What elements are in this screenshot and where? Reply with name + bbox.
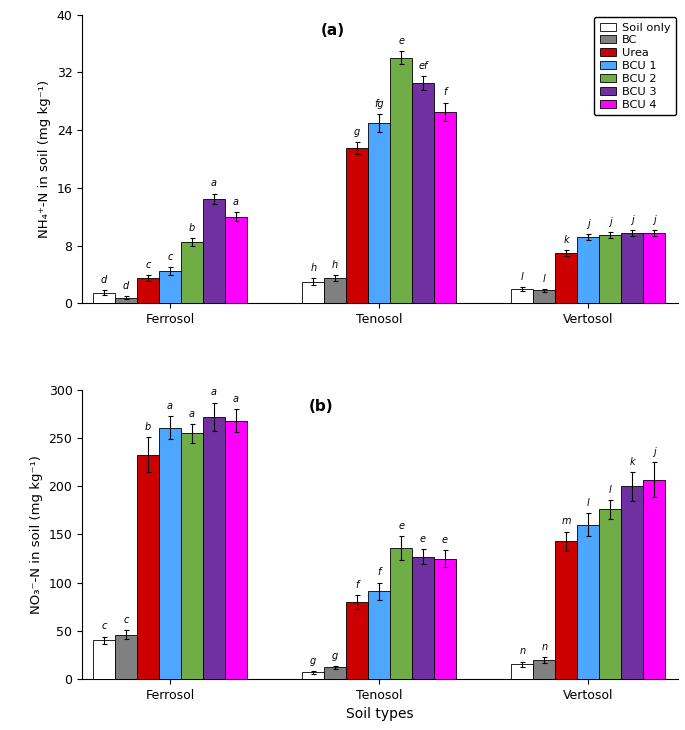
Bar (556, 541, 577, 679)
Bar (643, 233, 665, 304)
Text: ef: ef (419, 61, 427, 71)
Bar (302, 672, 324, 679)
Bar (599, 235, 621, 304)
Text: c: c (123, 615, 129, 625)
Bar (324, 278, 346, 304)
Text: g: g (354, 127, 360, 137)
Text: a: a (189, 409, 195, 418)
Text: c: c (145, 260, 151, 270)
Text: c: c (101, 621, 107, 631)
Text: (a): (a) (321, 23, 345, 38)
Text: e: e (398, 521, 404, 531)
Text: l: l (543, 274, 546, 284)
Y-axis label: NH₄⁺-N in soil (mg kg⁻¹): NH₄⁺-N in soil (mg kg⁻¹) (38, 80, 51, 238)
Bar (203, 199, 225, 304)
Text: n: n (541, 642, 547, 652)
Bar (368, 123, 390, 304)
Text: j: j (609, 217, 612, 227)
Text: j: j (653, 447, 656, 457)
Text: b: b (145, 422, 151, 432)
Text: g: g (310, 656, 316, 666)
Bar (512, 664, 534, 679)
Bar (159, 428, 181, 679)
Text: g: g (332, 650, 338, 661)
Bar (621, 486, 643, 679)
Bar (390, 58, 412, 304)
Bar (137, 278, 159, 304)
Bar (434, 112, 456, 304)
Text: j: j (653, 215, 656, 225)
Text: n: n (519, 646, 525, 656)
Bar (115, 298, 137, 304)
Text: f: f (443, 88, 447, 98)
Legend: Soil only, BC, Urea, BCU 1, BCU 2, BCU 3, BCU 4: Soil only, BC, Urea, BCU 1, BCU 2, BCU 3… (594, 17, 676, 115)
Text: (b): (b) (309, 399, 334, 414)
Bar (225, 217, 247, 304)
Text: d: d (101, 275, 108, 285)
Text: b: b (189, 223, 195, 233)
Text: f: f (377, 567, 381, 577)
Bar (346, 602, 368, 679)
Bar (556, 253, 577, 304)
Bar (346, 148, 368, 304)
Bar (203, 417, 225, 679)
Text: e: e (420, 534, 426, 544)
Bar (181, 242, 203, 304)
Text: a: a (233, 394, 239, 404)
Bar (577, 237, 599, 304)
Bar (621, 233, 643, 304)
Bar (434, 558, 456, 679)
Text: l: l (587, 498, 590, 508)
Text: e: e (442, 534, 448, 545)
Text: e: e (398, 36, 404, 46)
Bar (159, 271, 181, 304)
Bar (643, 480, 665, 679)
Bar (324, 667, 346, 679)
Bar (225, 421, 247, 679)
Bar (181, 434, 203, 679)
Bar (93, 293, 115, 304)
Text: f: f (356, 580, 359, 590)
Bar (137, 455, 159, 679)
Text: a: a (211, 388, 217, 397)
Bar (115, 634, 137, 679)
Y-axis label: NO₃⁻-N in soil (mg kg⁻¹): NO₃⁻-N in soil (mg kg⁻¹) (30, 455, 43, 614)
Bar (577, 525, 599, 679)
Text: a: a (167, 401, 173, 411)
Bar (93, 640, 115, 679)
Text: k: k (630, 457, 635, 466)
Bar (599, 510, 621, 679)
Text: d: d (123, 281, 129, 291)
Text: l: l (609, 485, 612, 495)
Text: k: k (564, 235, 569, 245)
X-axis label: Soil types: Soil types (347, 707, 414, 721)
Bar (368, 591, 390, 679)
Bar (534, 660, 556, 679)
Text: j: j (631, 215, 634, 225)
Text: j: j (587, 219, 590, 229)
Text: a: a (211, 178, 217, 188)
Text: l: l (521, 272, 524, 282)
Bar (412, 557, 434, 679)
Text: a: a (233, 197, 239, 207)
Text: h: h (332, 260, 338, 270)
Bar (534, 291, 556, 304)
Text: c: c (167, 252, 173, 262)
Bar (302, 282, 324, 304)
Bar (412, 83, 434, 304)
Bar (512, 289, 534, 304)
Text: h: h (310, 263, 316, 273)
Bar (390, 548, 412, 679)
Text: fg: fg (374, 99, 384, 109)
Text: m: m (562, 516, 571, 526)
